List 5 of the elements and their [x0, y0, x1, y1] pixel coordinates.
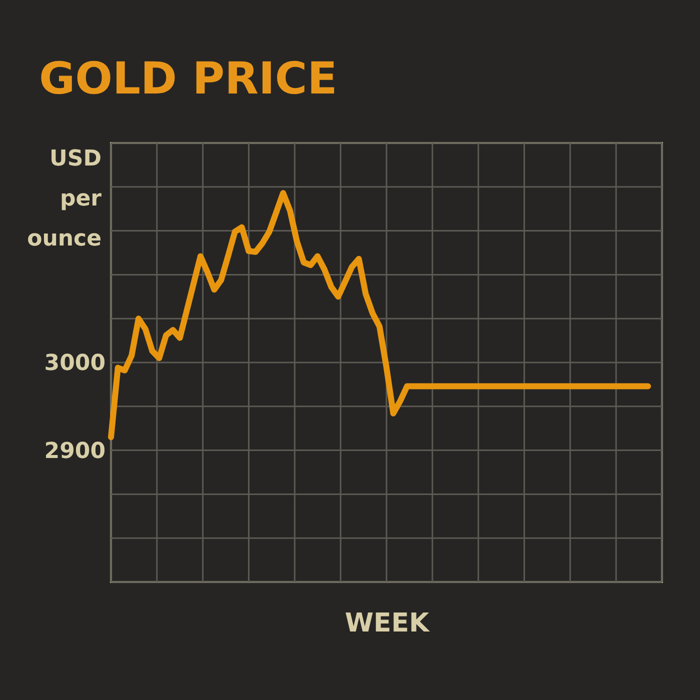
y-tick-label: 3000 — [44, 351, 106, 376]
y-tick-label: 2900 — [44, 438, 106, 464]
chart-title: GOLD PRICE — [39, 53, 338, 104]
y-axis-title: USD per ounce — [27, 146, 102, 252]
x-axis-title: WEEK — [344, 608, 430, 638]
